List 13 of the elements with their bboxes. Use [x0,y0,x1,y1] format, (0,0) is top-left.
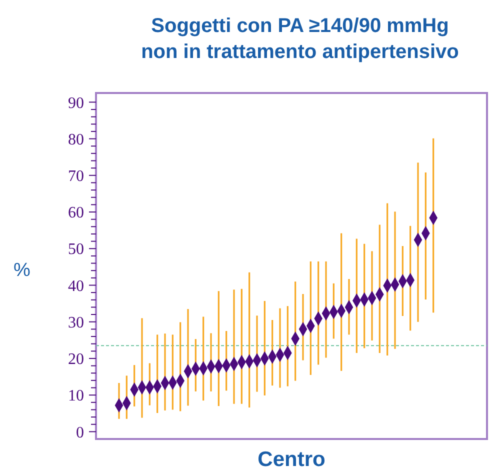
y-tick-label: 80 [68,131,84,148]
y-tick-label: 40 [68,278,84,295]
y-tick-label: 50 [68,241,84,258]
y-tick-label: 70 [68,168,84,185]
y-tick-label: 60 [68,204,84,222]
y-tick-label: 90 [68,94,84,112]
y-tick-label: 30 [68,314,84,332]
chart-title: Soggetti con PA ≥140/90 mmHg non in trattamento antipertensivo [141,15,459,63]
y-tick-label: 0 [76,424,84,442]
y-tick-label: 20 [68,351,84,368]
y-tick-label: 10 [68,388,84,405]
x-axis-title: Centro [258,448,326,470]
y-axis-title: % [14,260,31,281]
